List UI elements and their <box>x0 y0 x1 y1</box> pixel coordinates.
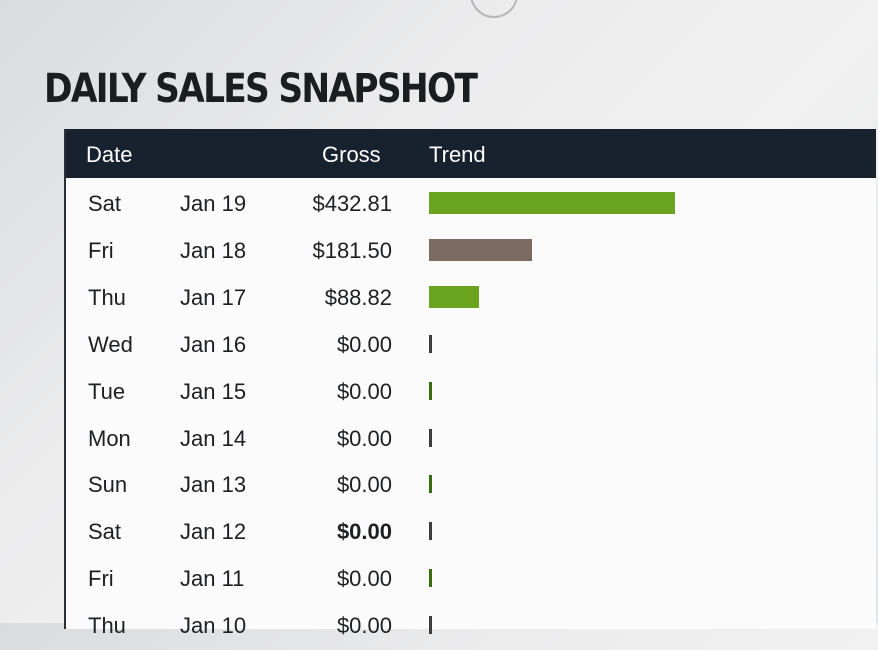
row-gross: $0.00 <box>336 472 392 498</box>
row-date: Jan 19 <box>180 191 247 216</box>
row-date: Jan 12 <box>180 519 247 545</box>
partial-circle-mark <box>470 0 518 18</box>
row-gross: $0.00 <box>336 425 392 451</box>
row-day: Thu <box>88 613 126 639</box>
table-row: Fri Jan 11 $0.00 <box>66 556 876 603</box>
table-row: Sun Jan 13 $0.00 <box>66 462 876 509</box>
row-day: Thu <box>88 284 126 310</box>
row-gross: $0.00 <box>336 331 392 357</box>
row-date: Jan 10 <box>180 613 247 639</box>
row-day: Tue <box>88 378 126 404</box>
row-gross: $0.00 <box>336 378 392 404</box>
trend-bar <box>429 428 432 447</box>
row-date: Jan 17 <box>180 284 247 310</box>
row-gross: $432.81 <box>312 191 392 216</box>
row-gross: $0.00 <box>336 613 392 639</box>
row-gross: $181.50 <box>312 237 392 263</box>
table-row: Wed Jan 16 $0.00 <box>66 322 876 369</box>
trend-bar <box>429 334 432 353</box>
row-day: Wed <box>88 331 133 357</box>
table-row: Sat Jan 19 $432.81 <box>66 181 876 228</box>
row-day: Fri <box>88 237 114 263</box>
row-day: Sat <box>88 519 122 545</box>
table-row: Thu Jan 17 $88.82 <box>66 275 876 322</box>
row-day: Fri <box>88 566 114 592</box>
row-gross: $0.00 <box>336 566 392 592</box>
column-header-gross: Gross <box>322 142 381 167</box>
row-date: Jan 15 <box>180 378 247 404</box>
trend-bar <box>429 522 432 541</box>
trend-bar <box>429 285 480 308</box>
trend-bar <box>429 616 432 635</box>
row-day: Sat <box>88 191 122 216</box>
page-title: DAILY SALES SNAPSHOT <box>44 66 478 112</box>
row-date: Jan 13 <box>180 472 247 498</box>
trend-bar <box>429 192 675 214</box>
trend-bar <box>429 475 432 494</box>
table-row: Tue Jan 15 $0.00 <box>66 369 876 416</box>
row-day: Mon <box>88 425 131 451</box>
column-header-date: Date <box>86 142 133 167</box>
row-date: Jan 16 <box>180 331 247 357</box>
table-row: Mon Jan 14 $0.00 <box>66 416 876 463</box>
table-header: Date Gross Trend <box>66 129 876 178</box>
sales-table: Date Gross Trend Sat Jan 19 $432.81 Fri Jan … <box>64 129 876 638</box>
row-date: Jan 14 <box>180 425 247 451</box>
row-gross: $88.82 <box>324 284 392 310</box>
table-row: Sat Jan 12 $0.00 <box>66 509 876 556</box>
row-gross: $0.00 <box>336 519 392 545</box>
trend-bar <box>429 569 432 588</box>
trend-bar <box>429 381 432 400</box>
row-date: Jan 11 <box>180 566 245 592</box>
column-header-trend: Trend <box>429 142 486 167</box>
row-date: Jan 18 <box>180 237 247 263</box>
trend-bar <box>429 238 533 261</box>
row-day: Sun <box>88 472 128 498</box>
table-row: Thu Jan 10 $0.00 <box>66 603 876 650</box>
table-row: Fri Jan 18 $181.50 <box>66 228 876 275</box>
